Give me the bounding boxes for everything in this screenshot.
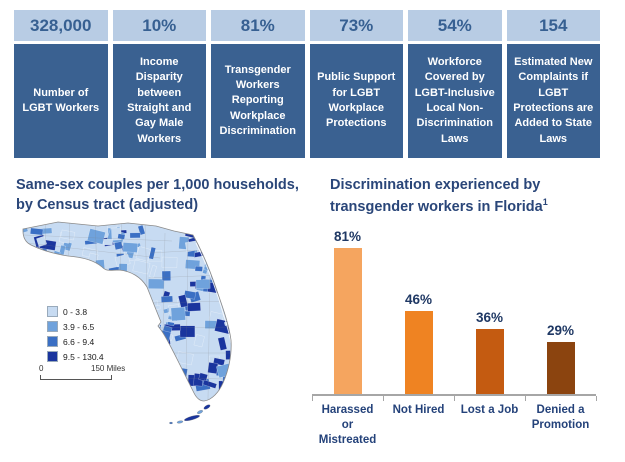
category-label: Harassed or Mistreated — [318, 404, 377, 446]
stats-row: 328,000 Number of LGBT Workers 10% Incom… — [14, 10, 600, 158]
legend-label: 0 - 3.8 — [63, 306, 88, 317]
county-borders — [23, 222, 232, 400]
bar-value-label: 81% — [333, 229, 362, 244]
stat-card-estimated-complaints: 154 Estimated New Complaints if LGBT Pro… — [506, 10, 600, 158]
category-label: Not Hired — [392, 404, 445, 416]
legend-item: 3.9 - 6.5 — [47, 321, 104, 332]
bar — [333, 248, 362, 394]
legend-swatch — [47, 306, 58, 317]
scale-bar-line — [40, 375, 112, 380]
stat-label: Income Disparity between Straight and Ga… — [112, 44, 206, 158]
stat-value: 154 — [506, 10, 600, 41]
intracoastal-waterway — [195, 242, 232, 344]
stat-value: 73% — [309, 10, 403, 41]
legend-swatch — [47, 336, 58, 347]
stat-label: Estimated New Complaints if LGBT Protect… — [506, 44, 600, 158]
stat-label: Number of LGBT Workers — [14, 44, 108, 158]
florida-keys — [169, 404, 211, 425]
axis-tick — [525, 396, 526, 401]
stat-value: 54% — [408, 10, 502, 41]
stat-value: 328,000 — [14, 10, 108, 41]
stat-card-transgender-discrimination: 81% Transgender Workers Reporting Workpl… — [211, 10, 305, 158]
legend-label: 3.9 - 6.5 — [63, 321, 95, 332]
bar — [404, 311, 433, 394]
map-title-line2: by Census tract (adjusted) — [16, 196, 199, 213]
bar — [475, 329, 504, 394]
legend-item: 0 - 3.8 — [47, 306, 104, 317]
stat-label: Public Support for LGBT Workplace Protec… — [309, 44, 403, 158]
stat-card-workforce-covered: 54% Workforce Covered by LGBT-Inclusive … — [408, 10, 502, 158]
florida-outline — [22, 221, 232, 402]
bar-value-label: 46% — [404, 292, 433, 307]
axis-tick — [383, 396, 384, 401]
map-scale-bar: 0 150 Miles — [39, 364, 139, 382]
category-label: Lost a Job — [460, 404, 519, 416]
legend-swatch — [47, 321, 58, 332]
legend-label: 9.5 - 130.4 — [63, 351, 104, 362]
scale-end-label: 150 Miles — [91, 364, 126, 373]
category-labels: Harassed or Mistreated Not Hired Lost a Jo… — [312, 403, 596, 448]
stat-label: Transgender Workers Reporting Workplace … — [211, 44, 305, 158]
chart-title: Discrimination experienced by transgende… — [330, 176, 618, 217]
stat-label: Workforce Covered by LGBT-Inclusive Loca… — [408, 44, 502, 158]
chart-title-text: Discrimination experienced by transgende… — [330, 177, 543, 215]
axis-tick — [454, 396, 455, 401]
stat-card-lgbt-workers: 328,000 Number of LGBT Workers — [14, 10, 108, 158]
legend-item: 6.6 - 9.4 — [47, 336, 104, 347]
axis-tick — [312, 396, 313, 401]
bar-group: 81% — [312, 228, 383, 394]
scale-start-label: 0 — [39, 364, 44, 373]
bar-group: 36% — [454, 228, 525, 394]
legend-label: 6.6 - 9.4 — [63, 336, 95, 347]
bar — [546, 342, 575, 394]
axis-tick — [596, 396, 597, 401]
map-title-line1: Same-sex couples per 1,000 households, — [16, 177, 299, 193]
florida-choropleth-map — [22, 221, 232, 425]
map-legend: 0 - 3.8 3.9 - 6.5 6.6 - 9.4 9.5 - 130.4 — [47, 306, 104, 362]
map-title: Same-sex couples per 1,000 households, b… — [16, 176, 316, 215]
footnote-marker: 1 — [542, 196, 548, 207]
stat-value: 10% — [112, 10, 206, 41]
legend-swatch — [47, 351, 58, 362]
bar-plot: 81% 46% 36% 29% — [312, 228, 597, 401]
bar-group: 29% — [525, 228, 596, 394]
bar-value-label: 36% — [475, 310, 504, 325]
bar-value-label: 29% — [546, 323, 575, 338]
bar-group: 46% — [383, 228, 454, 394]
stat-value: 81% — [211, 10, 305, 41]
category-label: Denied a Promotion — [531, 404, 590, 431]
stat-card-public-support: 73% Public Support for LGBT Workplace Pr… — [309, 10, 403, 158]
legend-item: 9.5 - 130.4 — [47, 351, 104, 362]
stat-card-income-disparity: 10% Income Disparity between Straight an… — [112, 10, 206, 158]
